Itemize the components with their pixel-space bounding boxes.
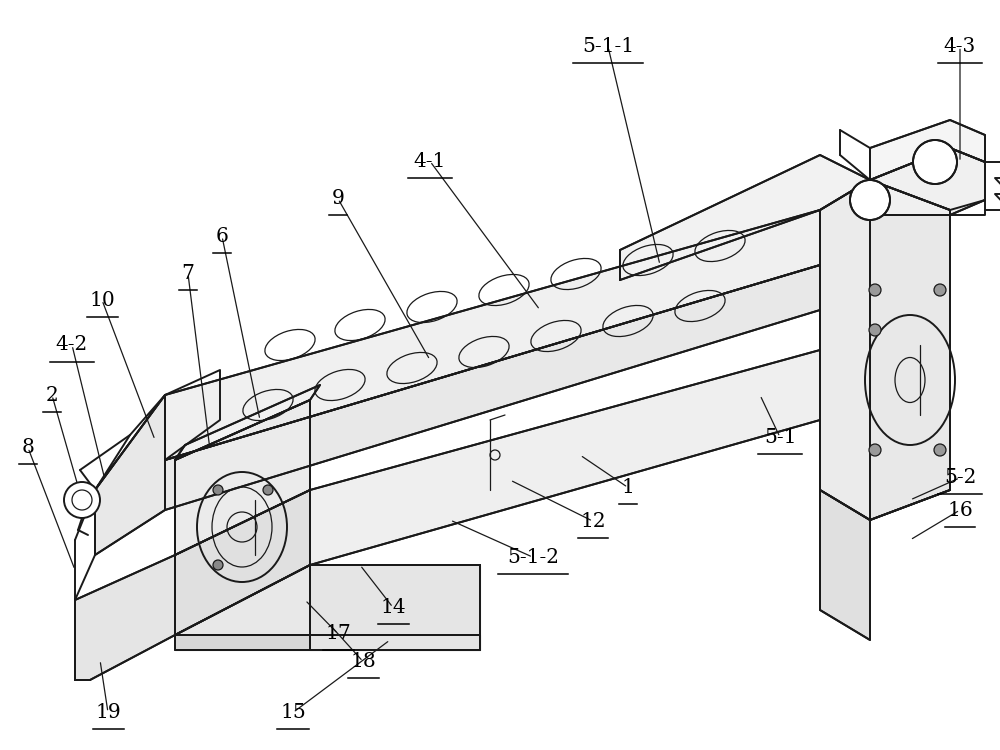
Circle shape <box>869 444 881 456</box>
Text: 17: 17 <box>325 624 351 644</box>
Text: 5-2: 5-2 <box>944 468 976 488</box>
Text: 7: 7 <box>182 264 194 284</box>
Text: 1: 1 <box>622 478 634 497</box>
Text: 4-2: 4-2 <box>56 335 88 355</box>
Polygon shape <box>175 565 480 635</box>
Text: 15: 15 <box>280 703 306 722</box>
Text: 2: 2 <box>46 386 58 405</box>
Circle shape <box>913 140 957 184</box>
Text: 5-1-2: 5-1-2 <box>507 548 559 567</box>
Polygon shape <box>870 120 985 180</box>
Circle shape <box>64 482 100 518</box>
Polygon shape <box>175 400 310 555</box>
Text: 9: 9 <box>332 189 344 209</box>
Polygon shape <box>310 350 820 565</box>
Polygon shape <box>95 395 165 555</box>
Polygon shape <box>165 210 820 460</box>
Polygon shape <box>175 635 480 650</box>
Text: 6: 6 <box>216 226 228 246</box>
Text: 10: 10 <box>89 290 115 310</box>
Text: 8: 8 <box>22 438 34 458</box>
Circle shape <box>934 444 946 456</box>
Text: 18: 18 <box>350 652 376 671</box>
Text: 16: 16 <box>947 500 973 520</box>
Text: 14: 14 <box>380 598 406 617</box>
Polygon shape <box>870 180 950 520</box>
Text: 5-1: 5-1 <box>764 427 796 447</box>
Circle shape <box>934 284 946 296</box>
Circle shape <box>213 560 223 570</box>
Text: 4-1: 4-1 <box>414 152 446 171</box>
Text: 19: 19 <box>95 703 121 722</box>
Polygon shape <box>820 180 950 520</box>
Text: 12: 12 <box>580 512 606 531</box>
Text: 5-1-1: 5-1-1 <box>582 37 634 56</box>
Circle shape <box>213 485 223 495</box>
Circle shape <box>850 180 890 220</box>
Text: 4-3: 4-3 <box>944 37 976 56</box>
Circle shape <box>263 485 273 495</box>
Circle shape <box>869 284 881 296</box>
Polygon shape <box>820 490 870 640</box>
Polygon shape <box>870 148 985 215</box>
Polygon shape <box>165 265 820 510</box>
Polygon shape <box>310 565 480 650</box>
Polygon shape <box>620 155 870 280</box>
Polygon shape <box>175 490 310 635</box>
Polygon shape <box>175 385 320 460</box>
Polygon shape <box>75 555 175 680</box>
Circle shape <box>869 324 881 336</box>
